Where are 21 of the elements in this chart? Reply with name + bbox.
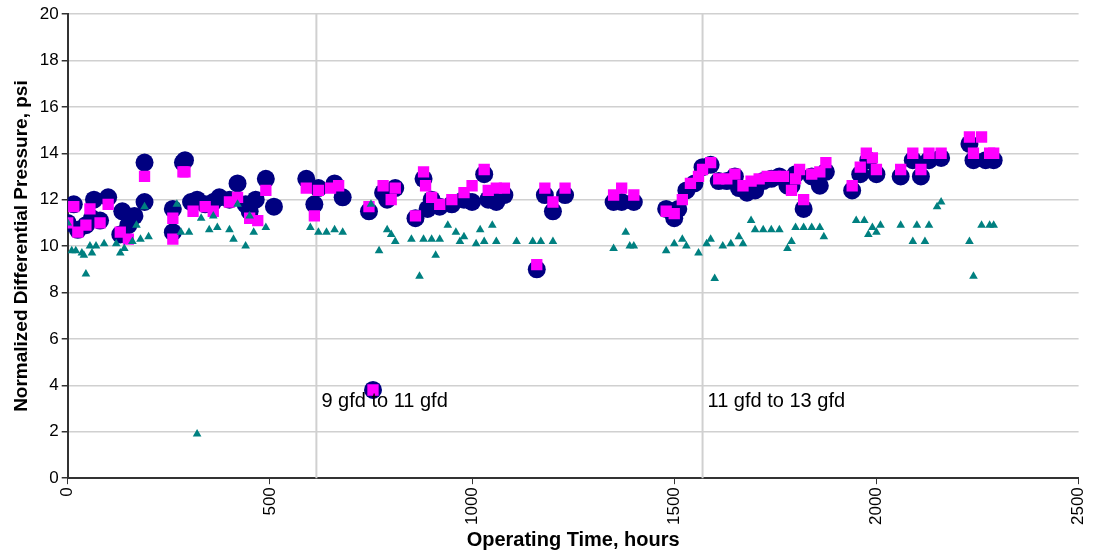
ref-line-label: 11 gfd to 13 gfd (707, 389, 846, 412)
y-tick-label: 0 (49, 467, 59, 487)
x-tick-label: 0 (57, 487, 77, 497)
y-tick-label: 2 (49, 421, 59, 441)
x-tick-label: 500 (259, 487, 279, 516)
y-tick-label: 4 (49, 375, 59, 395)
y-tick-label: 10 (39, 235, 59, 255)
y-axis-title: Normalized Differential Pressure, psi (9, 80, 31, 412)
y-tick-label: 12 (39, 189, 59, 209)
y-tick-label: 6 (49, 328, 59, 348)
y-tick-label: 20 (39, 3, 59, 23)
x-tick-label: 2500 (1068, 487, 1088, 526)
y-tick-label: 18 (39, 50, 59, 70)
x-tick-label: 1000 (461, 487, 481, 526)
x-tick-label: 1500 (663, 487, 683, 526)
x-tick-label: 2000 (866, 487, 886, 526)
y-tick-label: 16 (39, 96, 59, 116)
y-tick-label: 8 (49, 282, 59, 302)
y-tick-label: 14 (39, 142, 59, 162)
x-axis-title: Operating Time, hours (466, 527, 680, 550)
ref-line-label: 9 gfd to 11 gfd (321, 389, 448, 412)
